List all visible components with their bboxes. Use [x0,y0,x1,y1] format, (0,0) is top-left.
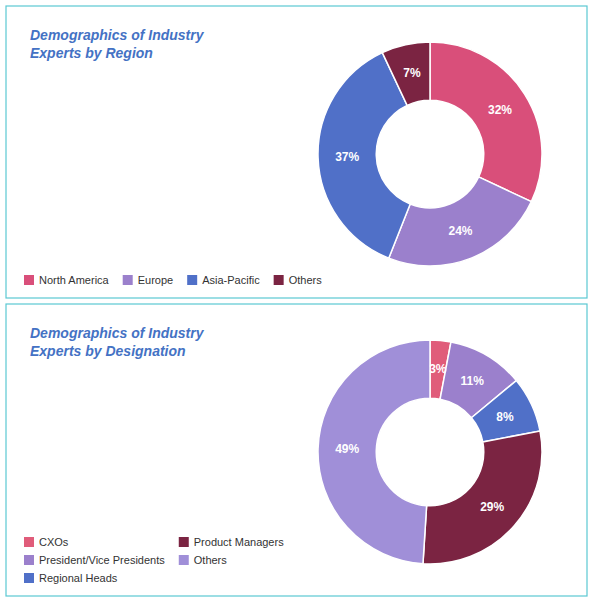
legend-swatch [274,275,284,285]
donut [318,42,542,266]
legend-label: Europe [138,274,173,286]
legend: CXOs President/Vice Presidents Regional He… [24,536,284,584]
panel-border [6,304,587,596]
legend-item: Asia-Pacific [187,274,260,286]
data-label: 8% [496,410,514,424]
data-label: 32% [488,103,512,117]
data-label: 7% [403,66,421,80]
data-label: 3% [429,362,447,376]
donut-slice [423,431,542,564]
donut [318,340,542,564]
legend-label: President/Vice Presidents [39,554,165,566]
legend-swatch [179,555,189,565]
chart-root: Demographics of IndustryExperts by Regio… [0,0,593,602]
legend-label: Others [194,554,228,566]
legend-item: President/Vice Presidents [24,554,165,566]
data-label: 37% [335,150,359,164]
donut-slice [430,42,542,202]
legend-item: Others [274,274,323,286]
legend-item: Regional Heads [24,572,118,584]
data-label: 49% [335,442,359,456]
donut-slice [318,340,430,564]
panel-border [6,6,587,298]
legend-item: CXOs [24,536,69,548]
legend-label: Others [289,274,323,286]
legend-label: Asia-Pacific [202,274,260,286]
legend-item: North America [24,274,110,286]
legend-swatch [187,275,197,285]
legend-swatch [24,537,34,547]
legend-item: Product Managers [179,536,284,548]
legend: North America Europe Asia-Pacific Others [24,274,322,286]
legend-label: CXOs [39,536,69,548]
donut-slice [389,177,532,266]
legend-swatch [123,275,133,285]
legend-label: Regional Heads [39,572,118,584]
donut-slice [382,42,430,105]
legend-item: Others [179,554,228,566]
panel: Demographics of IndustryExperts by Desig… [6,304,587,596]
data-labels: 3% 11% 8% 29% 49% [335,362,514,513]
chart-title: Demographics of IndustryExperts by Desig… [30,325,205,359]
data-label: 11% [461,374,485,388]
legend-item: Europe [123,274,173,286]
panel: Demographics of IndustryExperts by Regio… [6,6,587,298]
data-label: 29% [480,500,504,514]
legend-label: North America [39,274,110,286]
legend-swatch [179,537,189,547]
data-labels: 32% 24% 37% 7% [335,66,512,238]
legend-swatch [24,275,34,285]
data-label: 24% [448,224,472,238]
chart-title: Demographics of IndustryExperts by Regio… [30,27,205,61]
legend-label: Product Managers [194,536,284,548]
legend-swatch [24,573,34,583]
legend-swatch [24,555,34,565]
